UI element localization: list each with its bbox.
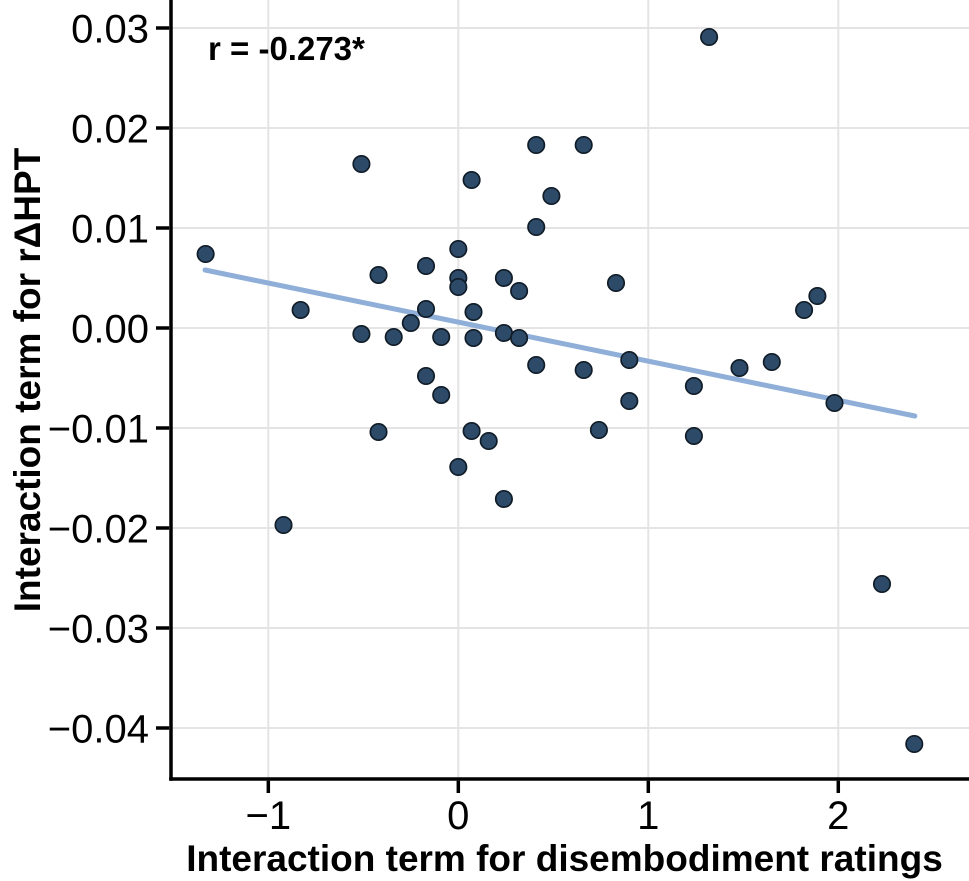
data-point <box>352 324 371 344</box>
data-point <box>574 360 593 380</box>
regression-line <box>202 267 918 419</box>
data-point <box>510 328 529 348</box>
x-tick-label: 2 <box>827 794 849 838</box>
data-point <box>352 154 371 174</box>
data-point <box>527 217 546 237</box>
y-tick-label: 0.01 <box>71 207 149 251</box>
data-point <box>369 265 388 285</box>
x-tick-label: −1 <box>246 794 292 838</box>
data-point <box>808 286 827 306</box>
x-tick-label: 1 <box>637 794 659 838</box>
data-point <box>291 300 310 320</box>
data-point <box>369 422 388 442</box>
data-point <box>730 358 749 378</box>
x-axis-label: Interaction term for disembodiment ratin… <box>186 838 943 879</box>
data-point <box>494 268 513 288</box>
y-tick-label: −0.03 <box>48 607 149 651</box>
data-point <box>416 256 436 276</box>
data-point <box>905 734 924 754</box>
data-point <box>432 385 451 405</box>
data-point <box>479 431 498 451</box>
data-point <box>795 300 814 320</box>
data-point <box>416 366 436 386</box>
data-point <box>684 376 703 396</box>
y-tick-label: −0.04 <box>48 707 149 751</box>
y-tick-label: 0.00 <box>71 307 149 351</box>
data-point <box>432 327 451 347</box>
data-point <box>494 323 513 343</box>
data-point <box>449 277 468 297</box>
y-axis-label: Interaction term for rΔHPT <box>7 147 48 613</box>
y-tick-label: 0.03 <box>71 7 149 51</box>
data-point <box>494 489 513 509</box>
data-point <box>384 327 403 347</box>
data-point <box>449 239 468 259</box>
data-point <box>872 574 892 594</box>
data-point <box>462 421 481 441</box>
data-point <box>464 328 483 348</box>
y-tick-label: 0.02 <box>71 107 149 151</box>
data-point <box>542 186 561 206</box>
data-point <box>527 355 546 375</box>
data-point <box>416 299 436 319</box>
data-point <box>589 420 608 440</box>
data-point <box>700 27 719 47</box>
y-tick-label: −0.01 <box>48 407 149 451</box>
y-tick-label: −0.02 <box>48 507 149 551</box>
data-point <box>762 352 781 372</box>
data-point <box>274 515 293 535</box>
correlation-annotation: r = -0.273* <box>208 30 365 67</box>
data-point <box>449 457 468 477</box>
data-point <box>510 281 529 301</box>
data-point <box>620 391 639 411</box>
data-point <box>401 313 420 333</box>
data-point <box>825 393 844 413</box>
data-point <box>462 170 481 190</box>
data-point <box>527 135 546 155</box>
data-point <box>196 244 215 264</box>
data-point <box>574 135 593 155</box>
data-point <box>684 426 703 446</box>
data-point <box>620 350 639 370</box>
data-point <box>606 273 626 293</box>
data-point <box>464 302 483 322</box>
x-tick-label: 0 <box>447 794 469 838</box>
